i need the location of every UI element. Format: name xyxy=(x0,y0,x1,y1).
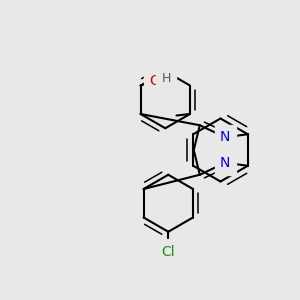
Text: O: O xyxy=(149,74,160,88)
Text: H: H xyxy=(161,72,171,86)
Text: N: N xyxy=(220,130,230,144)
Text: Cl: Cl xyxy=(161,245,175,259)
Text: N: N xyxy=(220,156,230,170)
